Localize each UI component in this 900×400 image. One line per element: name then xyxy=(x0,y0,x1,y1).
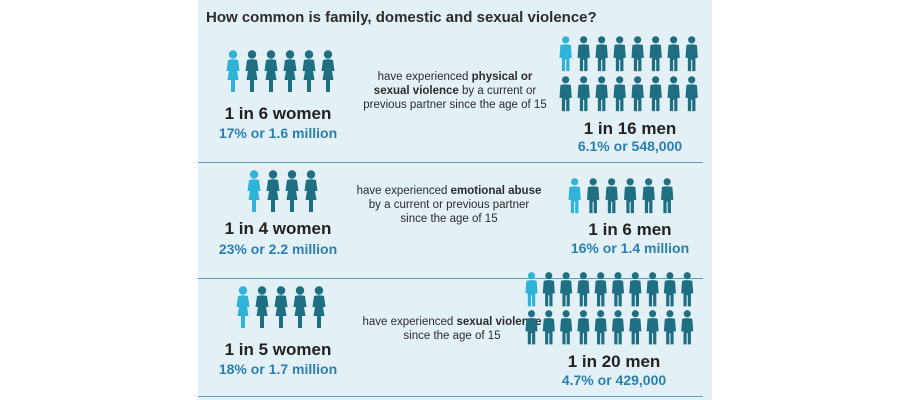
men-stat-row-2: 16% or 1.4 million xyxy=(570,240,690,256)
man-icon xyxy=(560,310,573,345)
row-divider xyxy=(198,162,703,163)
description-emphasis: emotional abuse xyxy=(450,185,542,197)
man-figures-svg xyxy=(525,272,694,345)
woman-icon xyxy=(321,50,335,92)
description-prefix: have experienced xyxy=(377,71,469,83)
women-headline-row-1: 1 in 6 women xyxy=(224,104,332,123)
man-icon xyxy=(629,310,642,345)
description-emphasis: physical or sexual violence xyxy=(373,71,533,97)
man-icon xyxy=(646,310,659,345)
woman-highlighted-icon xyxy=(247,170,261,212)
description-row-3: have experienced sexual violence since t… xyxy=(357,315,547,343)
woman-icon xyxy=(312,286,326,328)
description-suffix: by a current or previous partner since t… xyxy=(368,199,530,225)
man-icon xyxy=(685,76,698,112)
man-figures-svg xyxy=(559,36,698,112)
man-icon xyxy=(611,272,625,307)
man-icon xyxy=(577,36,590,72)
man-icon xyxy=(649,76,662,112)
woman-figures-svg xyxy=(226,50,335,92)
man-icon xyxy=(613,36,626,72)
man-icon xyxy=(559,76,572,112)
man-highlighted-icon xyxy=(559,36,572,72)
men-stat-row-1: 6.1% or 548,000 xyxy=(577,138,683,154)
woman-icon xyxy=(293,286,307,328)
woman-highlighted-icon xyxy=(226,50,240,92)
man-icon xyxy=(542,272,555,307)
infographic-panel xyxy=(198,0,712,400)
man-icon xyxy=(685,36,698,72)
man-icon xyxy=(667,36,680,72)
man-figures-svg xyxy=(568,178,674,214)
man-highlighted-icon xyxy=(568,178,581,214)
man-icon xyxy=(605,178,618,214)
description-emphasis: sexual violence xyxy=(456,316,542,328)
man-icon xyxy=(629,272,642,307)
woman-icon xyxy=(274,286,288,328)
woman-icon xyxy=(245,50,259,92)
man-icon xyxy=(594,272,607,307)
man-icon xyxy=(663,272,676,307)
men-headline-row-1: 1 in 16 men xyxy=(583,119,677,138)
description-row-2: have experienced emotional abuse by a cu… xyxy=(354,184,544,226)
men-stat-row-3: 4.7% or 429,000 xyxy=(561,372,667,388)
man-icon xyxy=(595,76,608,112)
woman-icon xyxy=(255,286,269,328)
man-icon xyxy=(577,76,590,112)
man-icon xyxy=(542,310,555,345)
woman-icon xyxy=(283,50,297,92)
man-icon xyxy=(681,272,694,307)
women-stat-row-2: 23% or 2.2 million xyxy=(218,241,338,257)
man-icon xyxy=(595,36,608,72)
man-icon xyxy=(613,76,626,112)
man-icon xyxy=(681,310,694,345)
women-headline-row-3: 1 in 5 women xyxy=(224,340,332,359)
woman-figures-svg xyxy=(236,286,326,328)
man-icon xyxy=(594,310,607,345)
men-headline-row-2: 1 in 6 men xyxy=(588,220,672,239)
row-divider xyxy=(198,396,703,397)
man-icon xyxy=(611,310,625,345)
man-icon xyxy=(631,76,644,112)
woman-icon xyxy=(264,50,278,92)
description-row-1: have experienced physical or sexual viol… xyxy=(360,70,550,112)
woman-icon xyxy=(285,170,299,212)
men-headline-row-3: 1 in 20 men xyxy=(567,352,661,371)
description-suffix: by a current or previous partner since t… xyxy=(363,85,547,111)
man-icon xyxy=(642,178,655,214)
man-icon xyxy=(646,272,659,307)
women-stat-row-1: 17% or 1.6 million xyxy=(218,125,338,141)
women-stat-row-3: 18% or 1.7 million xyxy=(218,361,338,377)
women-headline-row-2: 1 in 4 women xyxy=(224,219,332,238)
man-icon xyxy=(577,272,590,307)
description-suffix: since the age of 15 xyxy=(403,330,501,342)
page-title: How common is family, domestic and sexua… xyxy=(206,9,597,26)
woman-icon xyxy=(266,170,280,212)
man-icon xyxy=(631,36,644,72)
description-prefix: have experienced xyxy=(356,185,448,197)
man-icon xyxy=(663,310,676,345)
description-prefix: have experienced xyxy=(362,316,454,328)
man-icon xyxy=(577,310,590,345)
man-icon xyxy=(667,76,680,112)
woman-icon xyxy=(304,170,318,212)
man-icon xyxy=(560,272,573,307)
row-divider xyxy=(198,278,703,279)
man-icon xyxy=(525,310,538,345)
man-icon xyxy=(623,178,637,214)
man-icon xyxy=(649,36,662,72)
man-highlighted-icon xyxy=(525,272,538,307)
woman-highlighted-icon xyxy=(236,286,250,328)
man-icon xyxy=(660,178,674,214)
man-icon xyxy=(586,178,600,214)
woman-figures-svg xyxy=(247,170,318,212)
woman-icon xyxy=(302,50,316,92)
